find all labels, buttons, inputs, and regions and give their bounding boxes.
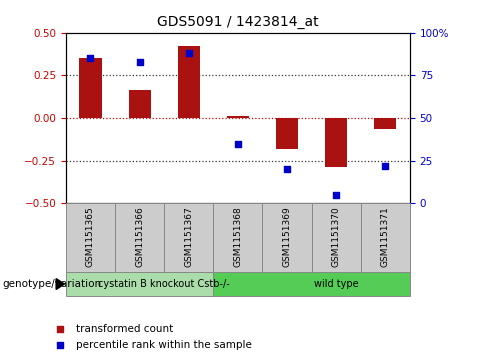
Point: [185, 50, 193, 56]
Point: [56, 342, 63, 348]
Bar: [213, 272, 410, 296]
Point: [234, 141, 242, 147]
Text: transformed count: transformed count: [76, 323, 173, 334]
Bar: [263, 203, 312, 272]
Bar: [164, 203, 213, 272]
Point: [136, 59, 143, 65]
Point: [332, 192, 340, 197]
Text: GSM1151371: GSM1151371: [381, 207, 390, 268]
Bar: [374, 118, 396, 129]
Text: GSM1151367: GSM1151367: [184, 207, 193, 268]
Bar: [178, 46, 200, 118]
Text: GSM1151366: GSM1151366: [135, 207, 144, 268]
Point: [283, 166, 291, 172]
Text: cystatin B knockout Cstb-/-: cystatin B knockout Cstb-/-: [98, 279, 230, 289]
Bar: [213, 203, 263, 272]
Text: GSM1151365: GSM1151365: [86, 207, 95, 268]
Point: [382, 163, 389, 169]
Bar: [227, 116, 249, 118]
Text: percentile rank within the sample: percentile rank within the sample: [76, 340, 251, 350]
Bar: [115, 203, 164, 272]
Polygon shape: [56, 279, 64, 290]
Bar: [66, 272, 213, 296]
Text: GSM1151369: GSM1151369: [283, 207, 291, 268]
Title: GDS5091 / 1423814_at: GDS5091 / 1423814_at: [157, 15, 319, 29]
Bar: [128, 90, 151, 118]
Text: genotype/variation: genotype/variation: [2, 279, 102, 289]
Bar: [312, 203, 361, 272]
Bar: [361, 203, 410, 272]
Text: wild type: wild type: [314, 279, 359, 289]
Bar: [325, 118, 347, 167]
Text: GSM1151368: GSM1151368: [233, 207, 243, 268]
Point: [56, 326, 63, 331]
Bar: [80, 58, 102, 118]
Bar: [66, 203, 115, 272]
Bar: [276, 118, 298, 149]
Point: [86, 55, 94, 61]
Text: GSM1151370: GSM1151370: [332, 207, 341, 268]
